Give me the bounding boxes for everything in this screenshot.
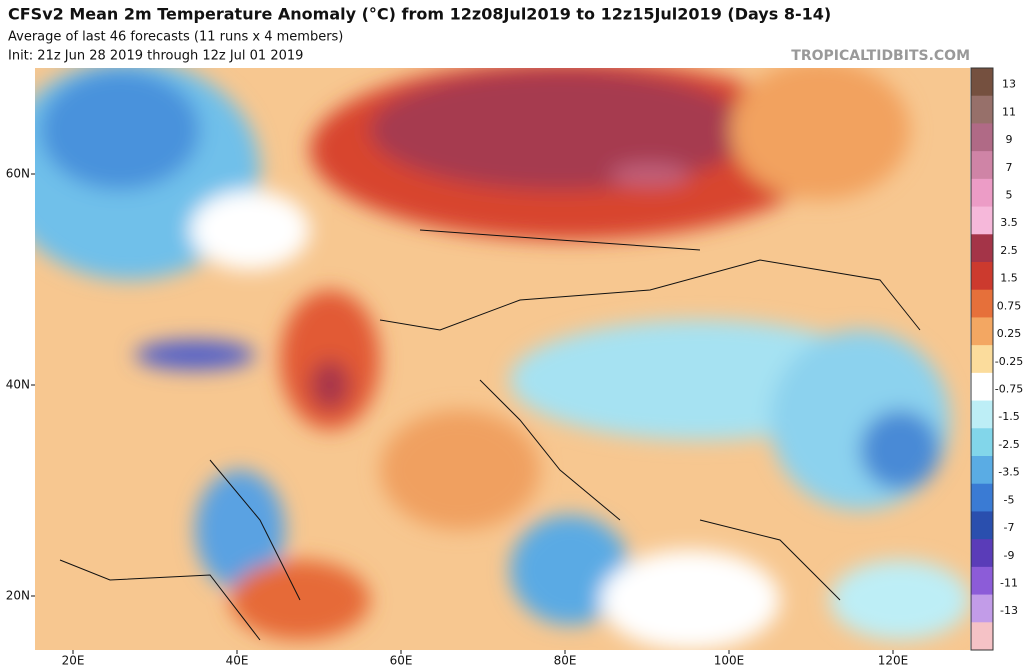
colorbar-swatch [971,539,993,568]
colorbar-swatch [971,456,993,485]
colorbar-swatch [971,345,993,374]
colorbar-swatch [971,68,993,97]
colorbar-label: -3.5 [998,466,1019,479]
colorbar-swatch [971,400,993,429]
colorbar-swatch [971,123,993,152]
colorbar-swatch [971,566,993,596]
lon-label: 80E [554,654,577,668]
colorbar-swatch [971,483,993,512]
lon-label: 40E [226,654,249,668]
colorbar-label: -9 [1004,549,1015,562]
lon-label: 120E [878,654,909,668]
lon-label: 60E [390,654,413,668]
lon-label: 20E [62,654,85,668]
colorbar-label: -1.5 [998,410,1019,423]
colorbar-swatch [971,428,993,457]
colorbar-frame [970,67,994,651]
lat-label: 40N [6,378,30,392]
subtitle: Average of last 46 forecasts (11 runs x … [8,30,343,45]
colorbar-label: -13 [1000,604,1018,617]
colorbar-label: 3.5 [1000,216,1018,229]
colorbar-label: 13 [1002,78,1016,91]
map [35,68,970,650]
colorbar-swatch [971,206,993,235]
colorbar-swatch [971,511,993,540]
lat-label: 60N [6,167,30,181]
init-line: Init: 21z Jun 28 2019 through 12z Jul 01… [8,49,303,64]
colorbar-label: 2.5 [1000,244,1018,257]
colorbar-swatch [971,372,993,402]
colorbar-label: -11 [1000,576,1018,589]
colorbar-label: 5 [1006,188,1013,201]
colorbar-swatch [971,317,993,346]
colorbar-label: 1.5 [1000,272,1018,285]
colorbar-label: -0.25 [995,355,1023,368]
colorbar-label: -2.5 [998,438,1019,451]
colorbar-swatch [971,594,993,623]
colorbar-label: -0.75 [995,382,1023,395]
colorbar-label: 7 [1006,161,1013,174]
credit: TROPICALTIDBITS.COM [791,48,970,64]
colorbar-swatch [971,178,993,208]
colorbar-swatch [971,622,993,651]
colorbar-label: 0.75 [997,299,1022,312]
colorbar-label: 0.25 [997,327,1022,340]
colorbar-swatch [971,234,993,263]
colorbar-label: -5 [1004,493,1015,506]
colorbar-label: -7 [1004,521,1015,534]
lon-label: 100E [714,654,745,668]
colorbar-swatch [971,95,993,124]
lat-label: 20N [6,589,30,603]
colorbar-label: 9 [1006,133,1013,146]
title: CFSv2 Mean 2m Temperature Anomaly (°C) f… [8,5,831,24]
colorbar-swatch [971,151,993,180]
colorbar-swatch [971,262,993,291]
colorbar-swatch [971,289,993,318]
colorbar-label: 11 [1002,105,1016,118]
